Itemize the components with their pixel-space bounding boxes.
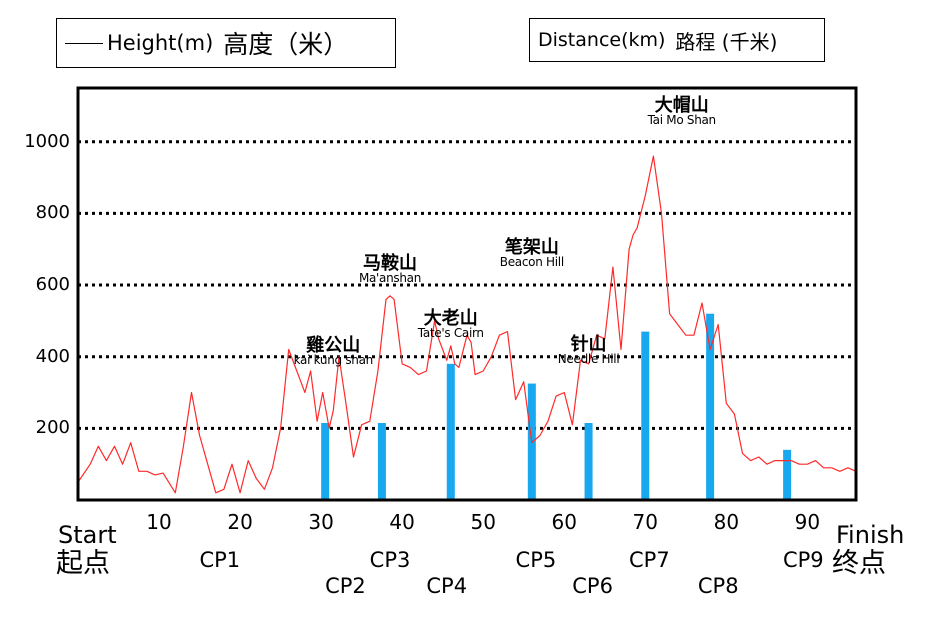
peak-label-en: Tate's Cairn — [417, 326, 484, 341]
distance-label-cn: 路程 (千米) — [675, 29, 778, 54]
peak-label-cn: 针山 — [570, 333, 607, 355]
peak-label-en: kai kung shan — [293, 353, 374, 368]
plot-area — [78, 88, 856, 500]
legend-line-sample — [65, 42, 103, 44]
x-tick-label: 90 — [794, 510, 821, 534]
peak-label-cn: 大老山 — [423, 308, 478, 330]
x-tick-label: 10 — [146, 510, 172, 534]
checkpoint-bar — [377, 422, 386, 500]
checkpoint-label: CP7 — [629, 548, 670, 572]
y-tick-label: 400 — [35, 345, 70, 367]
checkpoint-bar — [584, 422, 593, 500]
elevation-line — [77, 155, 857, 494]
checkpoint-bar — [321, 422, 330, 500]
x-tick-label: 30 — [308, 510, 334, 534]
distance-label-box: Distance(km) 路程 (千米) — [529, 18, 825, 62]
checkpoint-bar — [641, 331, 650, 500]
peak-label-cn: 大帽山 — [654, 95, 709, 117]
peak-label-cn: 马鞍山 — [363, 252, 417, 274]
checkpoint-bar — [706, 313, 715, 500]
x-tick-label: 20 — [227, 510, 253, 534]
checkpoint-label: CP4 — [426, 574, 468, 598]
checkpoint-label: CP1 — [199, 548, 241, 572]
legend-label-cn: 高度（米） — [223, 30, 349, 59]
checkpoint-label: CP8 — [697, 574, 739, 598]
checkpoint-label: CP9 — [782, 548, 824, 572]
checkpoint-label: CP6 — [572, 574, 613, 598]
x-tick-label: 80 — [713, 510, 740, 534]
finish-label-cn: 终点 — [832, 548, 886, 579]
checkpoint-bar — [446, 363, 455, 500]
start-label: Start — [58, 521, 117, 549]
y-tick-label: 600 — [35, 274, 70, 296]
finish-label: Finish — [836, 521, 905, 549]
peak-label-en: Tai Mo Shan — [647, 113, 717, 128]
x-tick-label: 60 — [551, 510, 577, 534]
peak-label-en: Beacon Hill — [499, 254, 564, 269]
checkpoint-label: CP3 — [369, 548, 411, 572]
y-tick-label: 200 — [35, 417, 70, 439]
checkpoint-bar — [783, 449, 792, 500]
x-tick-label: 50 — [470, 510, 496, 534]
start-label-cn: 起点 — [56, 548, 110, 579]
legend-box: Height(m) 高度（米） — [56, 18, 396, 68]
plot-frame — [76, 86, 858, 502]
checkpoint-label: CP2 — [325, 574, 366, 598]
peak-label-en: Ma'anshan — [358, 270, 422, 285]
x-tick-label: 70 — [632, 510, 658, 534]
y-tick-label: 1000 — [24, 130, 70, 152]
checkpoint-label: CP5 — [515, 548, 557, 572]
distance-label: Distance(km) — [538, 29, 666, 51]
peak-label-en: Needle Hill — [557, 351, 620, 366]
peak-label-cn: 笔架山 — [504, 236, 559, 258]
legend-label: Height(m) — [107, 31, 214, 55]
peak-label-cn: 雞公山 — [306, 335, 361, 357]
y-tick-label: 800 — [35, 202, 70, 224]
x-tick-label: 40 — [389, 510, 415, 534]
